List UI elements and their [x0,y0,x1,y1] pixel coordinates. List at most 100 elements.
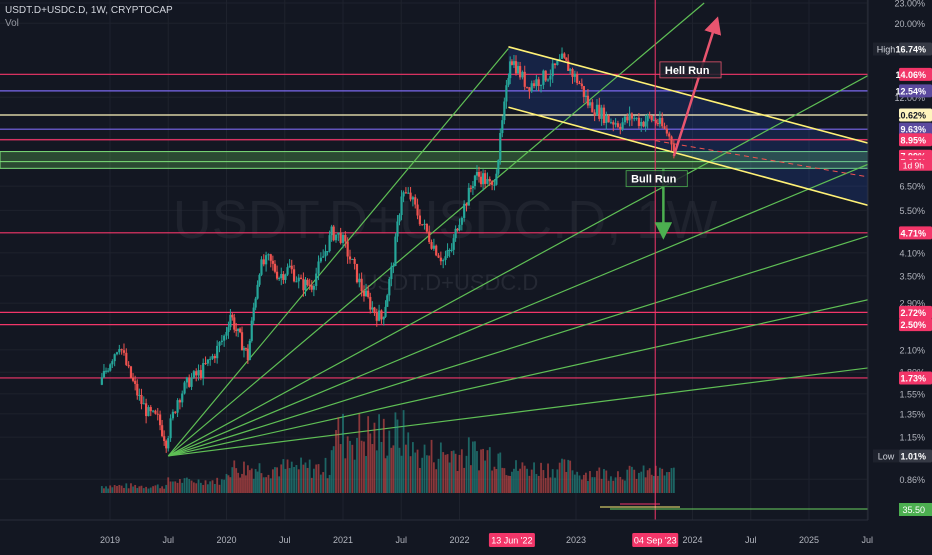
volume-bar [324,457,327,493]
x-tick-label: 2023 [566,535,586,545]
candle-body [364,290,368,297]
volume-bar [452,450,455,493]
volume-bar [517,470,519,493]
candle-body [152,410,155,412]
x-tick-label: Jul [162,535,174,545]
volume-bar [480,449,482,493]
countdown-label: 1d 9h [903,161,925,171]
volume-bar [250,468,253,493]
candle-body [460,217,463,225]
candle-body [549,76,552,80]
volume-bar [418,467,421,493]
candle-body [235,329,238,331]
candle-body [553,63,557,66]
volume-bar [467,437,470,493]
candle-body [475,171,479,176]
volume-bar [204,480,207,493]
volume-bar [661,468,664,493]
volume-bar [237,472,240,493]
plot-area: USDT.D+USDC.D, 1W USDT.D+USDC.D Hell Run Bu… [0,0,868,520]
y-tick-label: 6.50% [899,182,925,192]
candle-body [658,117,661,124]
volume-bar [365,456,367,493]
x-highlight-badge [488,533,535,547]
volume-bar [416,449,419,493]
candle-body [454,228,457,239]
volume-bar [225,473,228,493]
badge-caption: Low [878,451,895,461]
fan-line [168,235,868,457]
volume-bar [571,470,574,493]
x-tick-label: Jul [861,535,873,545]
volume-indicator-label[interactable]: Vol [5,18,19,29]
candle-body [588,102,592,106]
y-tick-label: 23.00% [894,0,925,9]
volume-bar [360,440,363,493]
volume-bar [619,476,622,493]
volume-bar [213,483,216,493]
candle-body [322,256,325,258]
volume-bar [190,480,193,493]
candle-body [486,178,489,184]
volume-bar [607,480,610,493]
price-badge [899,108,932,122]
price-badge-label: 4.71% [900,228,926,238]
symbol-title[interactable]: USDT.D+USDC.D, 1W, CRYPTOCAP [5,5,173,16]
volume-bar [533,462,535,493]
y-tick-label: 0.86% [899,475,925,485]
candle-body [537,79,540,86]
volume-bar [528,475,531,493]
volume-bar [105,486,107,493]
candle-body [330,226,333,236]
volume-bar [132,486,134,493]
volume-bar [252,478,255,493]
candle-body [156,413,159,415]
volume-bar [328,474,331,493]
candle-body [362,291,366,297]
volume-bar [476,451,478,493]
volume-bar [549,477,552,493]
candle-body [602,107,606,124]
candle-body [521,71,524,78]
volume-bar [339,444,342,493]
candle-body [202,363,205,379]
fan-line [167,48,509,457]
volume-bar [380,441,383,493]
volume-bar [373,422,376,493]
volume-bar [220,479,223,493]
volume-bar [100,486,103,493]
volume-bar [145,486,148,493]
x-tick-label: 2019 [100,535,120,545]
candle-body [616,123,620,127]
candle-body [567,60,570,71]
candle-body [630,113,634,119]
volume-bar [633,469,636,493]
volume-bar [519,468,521,493]
volume-bar [258,463,261,493]
candle-body [334,234,338,241]
candle-body [456,228,459,231]
volume-bar [499,452,502,493]
volume-bar [501,467,504,493]
volume-bar [460,449,463,493]
candle-body [563,53,566,58]
volume-bar [159,488,161,493]
volume-bar [140,485,143,493]
candle-body [404,192,408,194]
candle-body [450,249,453,251]
candle-body [169,418,172,439]
candle-body [339,232,342,243]
y-tick-label: 3.50% [899,271,925,281]
volume-bar [394,412,397,493]
candle-body [648,115,651,117]
volume-bar [439,442,442,493]
volume-bar [558,462,561,493]
volume-bar [511,471,513,493]
volume-bar [282,459,285,493]
volume-bar [448,462,451,493]
volume-bar [284,468,287,493]
candle-body [609,122,613,124]
price-badge [899,318,932,332]
